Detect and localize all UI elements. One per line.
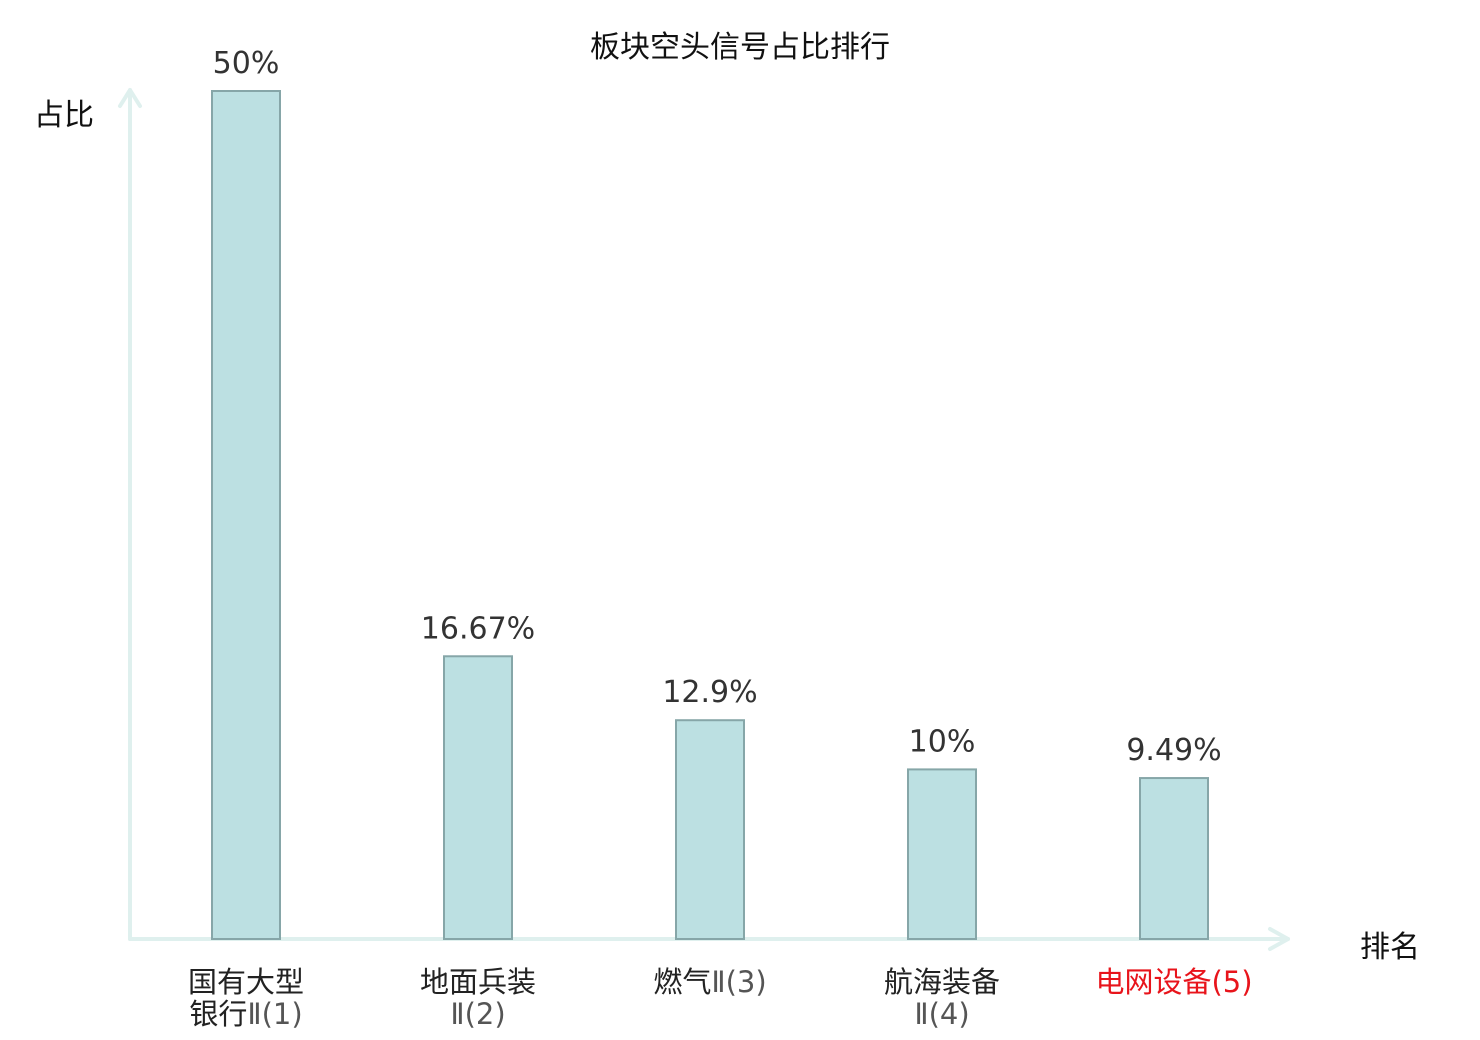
category-name: 国有大型 — [136, 966, 356, 998]
value-label-1: 50% — [213, 46, 280, 81]
bar-4 — [907, 768, 977, 941]
value-label-5: 9.49% — [1126, 733, 1221, 768]
bars — [211, 90, 1209, 941]
category-rank: Ⅱ(3) — [711, 965, 767, 999]
bar-3 — [675, 719, 745, 940]
category-rank: Ⅱ(4) — [914, 997, 970, 1031]
category-label-1: 国有大型 银行Ⅱ(1) — [136, 966, 356, 1030]
category-rank: Ⅱ(2) — [450, 997, 506, 1031]
category-label-4: 航海装备 Ⅱ(4) — [832, 966, 1052, 1030]
category-name-text-2: 银行 — [189, 997, 248, 1031]
category-label-2: 地面兵装 Ⅱ(2) — [368, 966, 588, 1030]
chart-title: 板块空头信号占比排行 — [590, 30, 890, 65]
category-name-text: 航海装备 — [883, 965, 1000, 999]
category-rank-line: Ⅱ(4) — [832, 998, 1052, 1030]
bar-2 — [443, 655, 513, 940]
bar-5 — [1139, 777, 1209, 941]
category-name-text: 电网设备 — [1095, 965, 1212, 999]
category-name: 航海装备 — [832, 966, 1052, 998]
category-name: 地面兵装 — [368, 966, 588, 998]
value-labels: 50% 16.67% 12.9% 10% 9.49% — [213, 46, 1222, 768]
value-label-3: 12.9% — [662, 675, 757, 710]
category-name-line2: 银行Ⅱ(1) — [136, 998, 356, 1030]
value-label-4: 10% — [909, 724, 976, 759]
category-name: 电网设备(5) — [1064, 966, 1284, 998]
category-rank-line: Ⅱ(2) — [368, 998, 588, 1030]
category-name-text: 国有大型 — [187, 965, 304, 999]
y-axis-arrow-icon — [118, 88, 142, 108]
category-name-text: 地面兵装 — [419, 965, 536, 999]
x-axis-arrow-icon — [1268, 927, 1290, 951]
category-label-3: 燃气Ⅱ(3) — [600, 966, 820, 998]
category-rank: (5) — [1211, 965, 1253, 999]
bar-1 — [211, 90, 281, 940]
value-label-2: 16.67% — [421, 611, 535, 646]
y-axis-label: 占比 — [34, 98, 94, 133]
category-rank: Ⅱ(1) — [247, 997, 303, 1031]
category-name-text: 燃气 — [653, 965, 712, 999]
category-label-5: 电网设备(5) — [1064, 966, 1284, 998]
category-name: 燃气Ⅱ(3) — [600, 966, 820, 998]
x-axis-label: 排名 — [1360, 930, 1420, 965]
